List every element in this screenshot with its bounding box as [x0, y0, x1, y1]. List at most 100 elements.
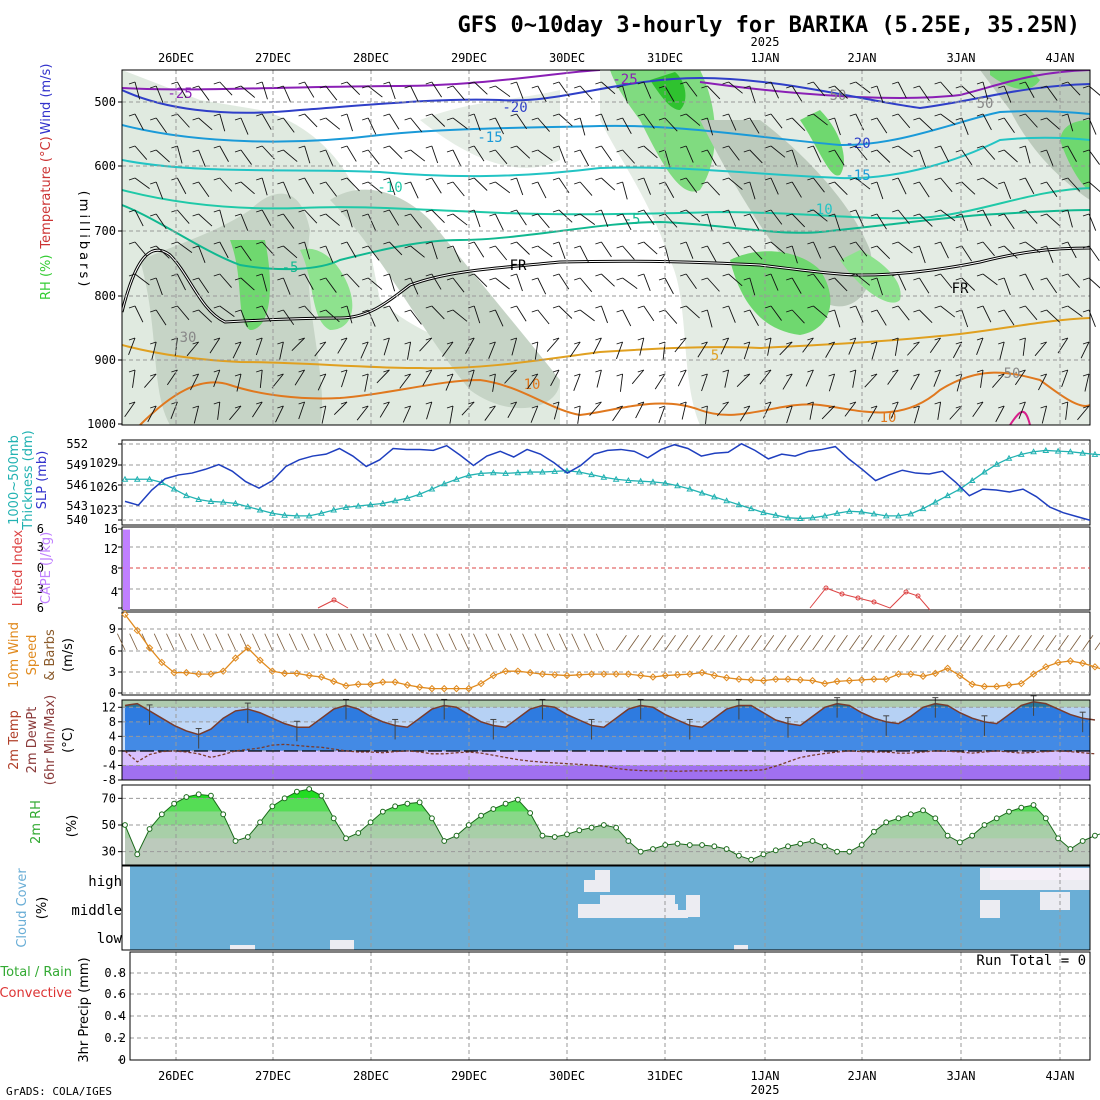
wind-barb [367, 213, 376, 231]
wind-barb-flag [658, 149, 666, 153]
contour-label: -10 [377, 180, 402, 196]
thickness-marker [1054, 447, 1062, 454]
wind-barb [937, 401, 942, 420]
thickness-marker [944, 492, 951, 499]
wind-barb [431, 145, 439, 164]
rh2m-marker [772, 847, 779, 854]
wind10m-barb [301, 633, 310, 651]
wind-barb-flag [828, 341, 835, 345]
wind-barb [876, 85, 884, 104]
wind10m-marker [428, 684, 436, 693]
axis-tick-label: 0 [37, 561, 44, 575]
wind-barb-flag [192, 85, 199, 89]
wind10m-barb [664, 635, 676, 651]
wind-barb-flag [1019, 113, 1026, 117]
wind-barb [995, 405, 1005, 423]
rh2m-marker [600, 822, 607, 828]
wind10m-marker [293, 669, 301, 678]
wind-barb-flag [976, 81, 984, 85]
wind10m-marker [821, 679, 829, 688]
wind-barb [431, 177, 442, 194]
wind-barb [388, 81, 396, 100]
wind-barb [972, 401, 984, 418]
wind-barb [728, 305, 736, 323]
wind-barb-flag [1040, 245, 1047, 249]
wind-barb [473, 273, 488, 288]
wind-barb-flag [277, 341, 284, 345]
wind-barb [198, 245, 206, 263]
wind-barb-flag [849, 113, 856, 117]
wind-barb [855, 177, 871, 190]
rh2m-marker [686, 842, 693, 848]
wind-barb-flag [425, 177, 432, 181]
wind-barb [643, 305, 655, 322]
wind-barb-flag [1082, 309, 1090, 313]
wind-barb [442, 341, 454, 357]
wind-barb [919, 213, 933, 227]
wind10m-barb [117, 633, 126, 651]
wind-barb-flag [277, 373, 284, 377]
thickness-marker [404, 494, 411, 501]
wind-barb [431, 81, 442, 98]
wind-barb [1038, 373, 1048, 391]
wind-barb-flag [849, 305, 856, 309]
axis-tick-label: 552 [66, 437, 88, 451]
wind-barb [749, 85, 756, 104]
wind-barb [537, 149, 553, 161]
wind-barb [707, 85, 721, 100]
wind-barb-flag [298, 273, 305, 277]
wind-barb-flag [446, 181, 454, 185]
wind-barb-flag [849, 401, 856, 405]
wind-barb-flag [340, 305, 348, 309]
wind-barb-flag [616, 277, 623, 281]
wind-barb-flag [256, 177, 263, 181]
wind10m-barb [1020, 635, 1032, 651]
wind-barb [1024, 273, 1034, 291]
thickness-marker [600, 473, 608, 480]
temp2m-line [124, 701, 1096, 736]
wind-barb [919, 277, 930, 294]
wind-barb [887, 369, 899, 385]
wind-barb-flag [319, 277, 326, 281]
thickness-marker [686, 485, 694, 492]
wind-barb-flag [446, 245, 454, 249]
wind-barb [314, 341, 327, 357]
wind-barb [855, 209, 864, 227]
cape-label: CAPE (J/kg) [39, 532, 54, 604]
wind-barb-flag [807, 209, 814, 213]
wind-barb-flag [1019, 241, 1026, 245]
rh2m-marker [465, 822, 472, 828]
bottom-day-label: 29DEC [451, 1069, 487, 1083]
wind-barb [325, 245, 334, 263]
wind-barb-flag [489, 277, 496, 281]
axis-tick-label: 0.6 [104, 987, 126, 1001]
wind-barb-flag [764, 369, 772, 373]
wind-barb-flag [828, 245, 835, 249]
wind-barb-flag [743, 277, 750, 281]
wind-barb [494, 117, 504, 135]
wind-barb [809, 401, 814, 420]
wind-barb-flag [976, 337, 984, 341]
wind-barb-flag [637, 241, 644, 245]
wind-barb [685, 177, 698, 193]
bottom-day-label: 4JAN [1046, 1069, 1075, 1083]
wind-barb [495, 181, 511, 194]
rh2m-marker [993, 815, 1000, 822]
wind-barb-flag [998, 341, 1005, 345]
thickness-marker [551, 467, 559, 474]
wind-barb [495, 85, 511, 97]
wind-barb [304, 145, 311, 164]
contour-label: FR [952, 281, 969, 297]
wind-barb [1025, 177, 1035, 195]
wind10m-marker [587, 670, 596, 678]
wind-barb [643, 273, 651, 291]
top-day-label: 1JAN [751, 51, 780, 65]
wind-barb [452, 149, 462, 167]
wind-barb-flag [701, 117, 708, 121]
thickness-marker [882, 512, 890, 519]
wind-barb [410, 245, 425, 258]
wind-barb [321, 405, 327, 424]
wind10m-marker [919, 672, 927, 680]
wind-barb-flag [786, 373, 793, 377]
